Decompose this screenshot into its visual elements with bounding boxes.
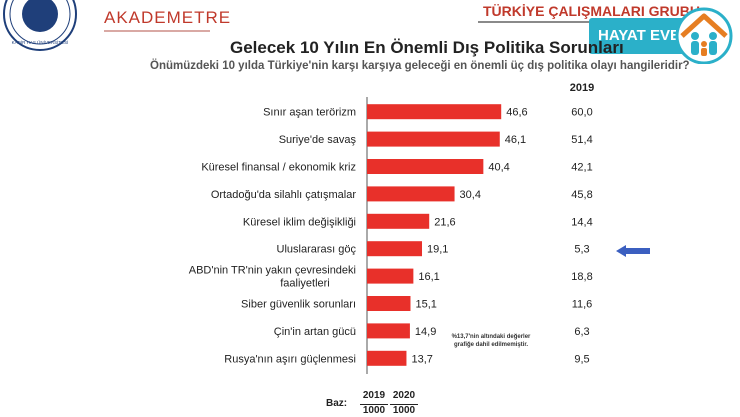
bar [367, 296, 411, 311]
bar [367, 241, 423, 257]
bar [367, 159, 484, 174]
comparison-value-label: 11,6 [572, 299, 593, 311]
category-label: ABD'nin TR'nin yakın çevresindeki faaliye… [189, 265, 356, 290]
base-count-2020: 1000 [390, 404, 418, 416]
akademetre-underline [104, 30, 210, 32]
bar [367, 104, 502, 120]
bar-value-label: 40,4 [488, 162, 509, 174]
base-year-2020: 2020 [392, 390, 416, 401]
bar-value-label: 16,1 [418, 271, 439, 283]
category-label: Rusya'nın aşırı güçlenmesi [224, 353, 356, 365]
base-year-2019: 2019 [362, 390, 386, 401]
comparison-value-label: 18,8 [571, 271, 592, 283]
comparison-value-label: 9,5 [574, 353, 589, 365]
comparison-value-label: 5,3 [574, 244, 589, 256]
university-year: 1997 [33, 0, 47, 1]
bar-value-label: 19,1 [427, 244, 448, 256]
bar-value-label: 46,1 [505, 134, 526, 146]
chart-note: %13,7'nin altındaki değerler grafiğe dah… [451, 334, 531, 348]
comparison-value-label: 42,1 [571, 162, 592, 174]
comparison-header: 2019 [570, 82, 594, 94]
category-label: Uluslararası göç [277, 244, 357, 256]
bar [367, 213, 430, 229]
comparison-value-label: 60,0 [571, 107, 592, 119]
comparison-value-label: 51,4 [571, 134, 592, 146]
campaign-banner: HAYAT EVE SIĞAR [589, 18, 689, 80]
category-label: Küresel iklim değişikliği [243, 216, 356, 228]
comparison-value-label: 6,3 [574, 326, 589, 338]
highlight-arrow-icon [616, 245, 650, 257]
bar-value-label: 13,7 [411, 353, 432, 365]
bar [367, 323, 410, 339]
base-count-2019: 1000 [360, 404, 388, 416]
university-logo: 1997 KADİR HAS ÜNİVERSİTESİ [3, 0, 77, 51]
category-label: Çin'in artan gücü [274, 326, 356, 338]
category-label: Ortadoğu'da silahlı çatışmalar [211, 189, 357, 201]
category-label: Küresel finansal / ekonomik kriz [201, 162, 356, 174]
category-label: Siber güvenlik sorunları [241, 299, 356, 311]
brand-group-title: TÜRKİYE ÇALIŞMALARI GRUBU [483, 3, 700, 19]
akademetre-logo: AKADEMETRE [104, 8, 232, 27]
chart-subtitle: Önümüzdeki 10 yılda Türkiye'nin karşı ka… [150, 60, 690, 72]
home-family-icon [675, 7, 733, 64]
bar-value-label: 21,6 [434, 216, 455, 228]
bar [367, 350, 407, 366]
bar [367, 268, 414, 284]
comparison-value-label: 45,8 [571, 189, 592, 201]
bar-value-label: 14,9 [415, 326, 436, 338]
base-label: Baz: [326, 398, 348, 409]
bar-value-label: 46,6 [506, 107, 527, 119]
category-label: Suriye'de savaş [279, 134, 357, 146]
bar-value-label: 30,4 [460, 189, 481, 201]
chart-title: Gelecek 10 Yılın En Önemli Dış Politika … [230, 38, 624, 57]
bar [367, 186, 455, 202]
university-name: KADİR HAS ÜNİVERSİTESİ [12, 39, 69, 45]
bar [367, 131, 500, 147]
comparison-value-label: 14,4 [571, 216, 592, 228]
bar-value-label: 15,1 [415, 299, 436, 311]
category-label: Sınır aşan terörizm [263, 107, 356, 119]
